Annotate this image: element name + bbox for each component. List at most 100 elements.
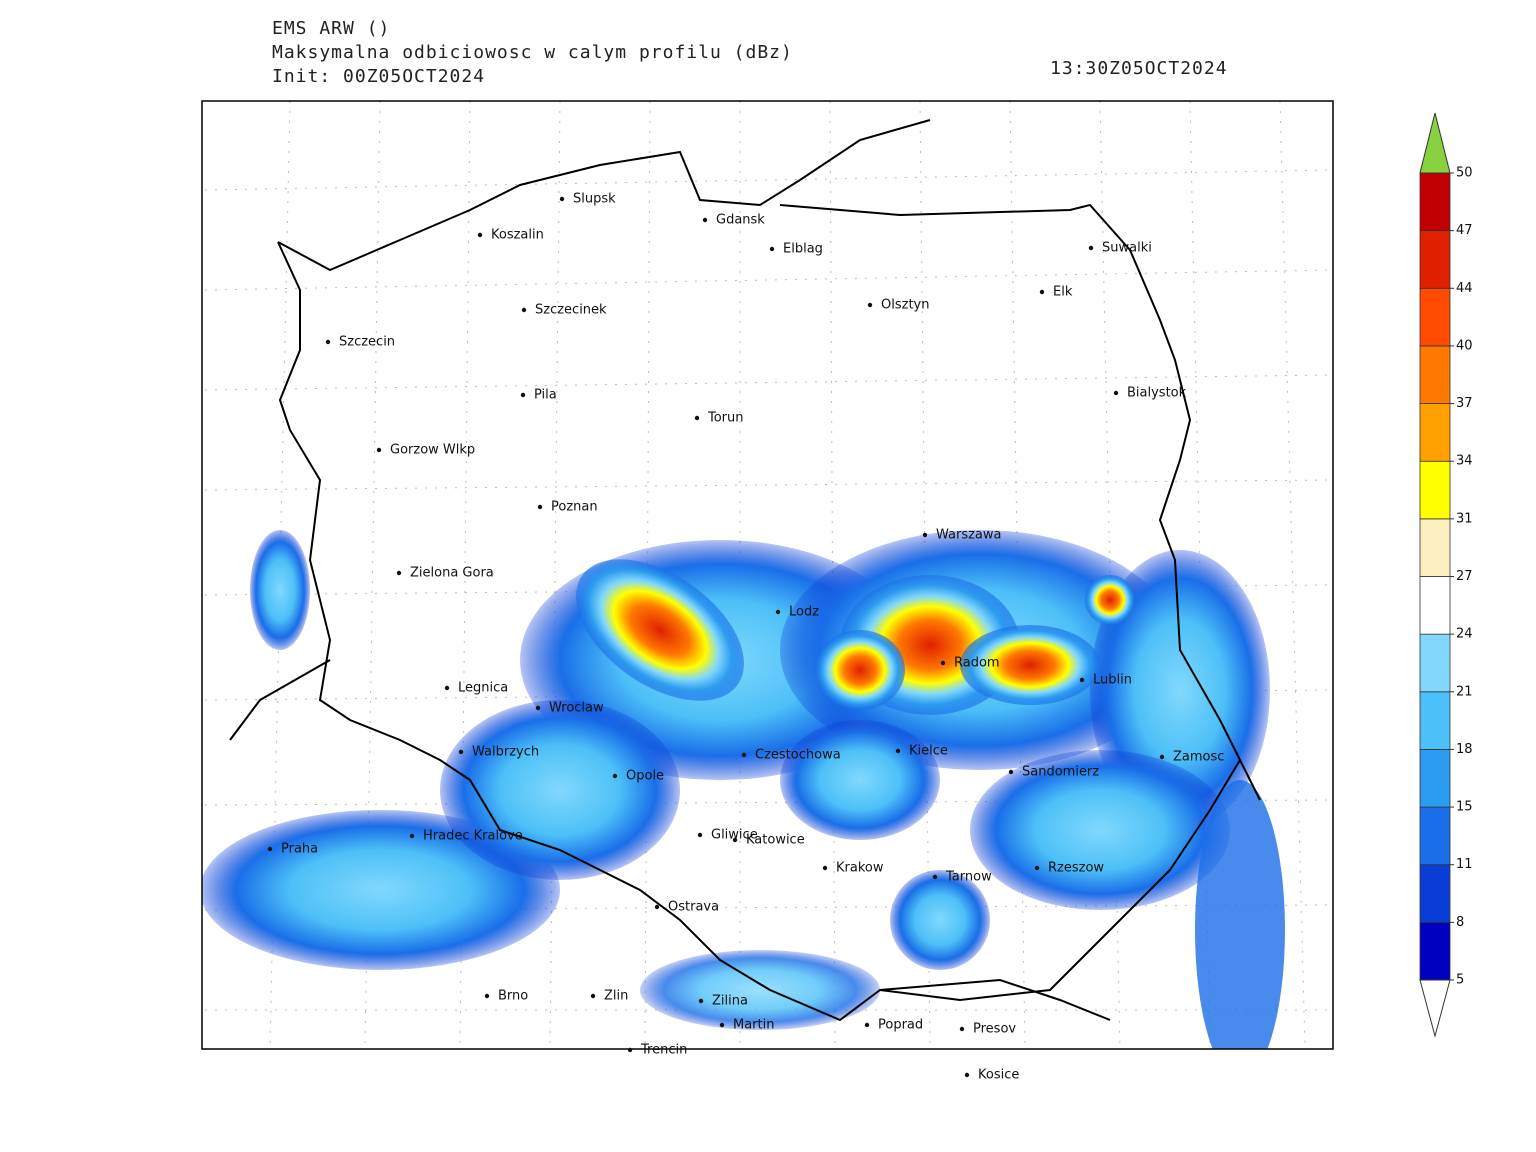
model-title: EMS ARW () — [272, 18, 390, 39]
valid-time: 13:30Z05OCT2024 — [1050, 58, 1228, 79]
city-label: Elk — [1053, 285, 1073, 300]
colorbar-label: 34 — [1456, 454, 1473, 469]
colorbar-label: 8 — [1456, 915, 1464, 930]
city-label: Zilina — [712, 994, 748, 1009]
city-label: Gdansk — [716, 213, 765, 228]
colorbar-label: 11 — [1456, 857, 1473, 872]
city-marker — [732, 837, 738, 843]
city-marker — [537, 504, 543, 510]
city-marker — [1079, 677, 1085, 683]
city-marker — [719, 1022, 725, 1028]
colorbar-label: 47 — [1456, 223, 1473, 238]
colorbar-label: 27 — [1456, 569, 1473, 584]
city-marker — [694, 415, 700, 421]
city-label: Wroclaw — [549, 701, 604, 716]
colorbar-segment — [1419, 287, 1451, 347]
city-marker — [1159, 754, 1165, 760]
city-label: Ostrava — [668, 900, 719, 915]
colorbar-under — [1419, 979, 1451, 1038]
colorbar-label: 37 — [1456, 396, 1473, 411]
colorbar-label: 21 — [1456, 684, 1473, 699]
city-label: Kosice — [978, 1068, 1019, 1083]
city-labels: Slupsk Gdansk Koszalin Elblag Suwalki Elk Szcz… — [267, 192, 1224, 1083]
city-label: Martin — [733, 1018, 774, 1033]
city-marker — [1113, 390, 1119, 396]
city-label: Trencin — [640, 1043, 687, 1058]
city-label: Poznan — [551, 500, 598, 515]
city-marker — [697, 832, 703, 838]
city-marker — [702, 217, 708, 223]
city-label: Warszawa — [936, 528, 1002, 543]
city-label: Hradec Kralove — [423, 829, 523, 844]
city-label: Kielce — [909, 744, 948, 759]
city-label: Walbrzych — [472, 745, 539, 760]
city-label: Sandomierz — [1022, 765, 1099, 780]
colorbar-segment — [1419, 806, 1451, 866]
city-marker — [376, 447, 382, 453]
city-label: Koszalin — [491, 228, 544, 243]
city-marker — [940, 660, 946, 666]
city-marker — [964, 1072, 970, 1078]
city-label: Katowice — [746, 833, 805, 848]
city-label: Suwalki — [1102, 241, 1152, 256]
city-marker — [1008, 769, 1014, 775]
city-label: Tarnow — [945, 870, 992, 885]
city-marker — [922, 532, 928, 538]
colorbar-segment — [1419, 691, 1451, 750]
colorbar-label: 40 — [1456, 338, 1473, 353]
city-label: Zlin — [604, 989, 628, 1004]
city-marker — [895, 748, 901, 754]
city-label: Gliwice — [711, 828, 758, 843]
city-marker — [775, 609, 781, 615]
map-frame — [201, 100, 1334, 1050]
map-area — [202, 101, 1331, 1049]
city-marker — [590, 993, 596, 999]
city-label: Opole — [626, 769, 664, 784]
city-marker — [654, 904, 660, 910]
city-label: Zamosc — [1173, 750, 1224, 765]
city-marker — [444, 685, 450, 691]
colorbar-segment — [1419, 864, 1451, 923]
colorbar-segment — [1419, 518, 1451, 577]
colorbar-label: 15 — [1456, 800, 1473, 815]
colorbar-label: 50 — [1456, 166, 1473, 181]
city-marker — [741, 752, 747, 758]
city-label: Torun — [707, 411, 744, 426]
colorbar: 5 8 11 15 18 21 24 27 31 34 37 40 44 47 50 — [1419, 112, 1473, 1038]
city-label: Zielona Gora — [410, 566, 494, 581]
reflectivity — [202, 530, 1285, 1049]
city-marker — [458, 749, 464, 755]
colorbar-segment — [1419, 172, 1451, 232]
city-label: Pila — [534, 388, 557, 403]
colorbar-segment — [1419, 921, 1451, 981]
colorbar-label: 18 — [1456, 742, 1473, 757]
colorbar-segment — [1419, 576, 1451, 635]
city-label: Lodz — [789, 605, 819, 620]
colorbar-label: 5 — [1456, 973, 1464, 988]
city-label: Radom — [954, 656, 1000, 671]
city-marker — [932, 874, 938, 880]
colorbar-segment — [1419, 749, 1451, 808]
city-marker — [521, 307, 527, 313]
city-label: Krakow — [836, 861, 884, 876]
city-marker — [559, 196, 565, 202]
city-label: Szczecin — [339, 335, 395, 350]
city-marker — [396, 570, 402, 576]
city-marker — [477, 232, 483, 238]
colorbar-segment — [1419, 403, 1451, 462]
city-marker — [627, 1047, 633, 1053]
city-label: Slupsk — [573, 192, 616, 207]
city-marker — [1039, 289, 1045, 295]
city-label: Legnica — [458, 681, 508, 696]
city-label: Olsztyn — [881, 298, 929, 313]
city-marker — [535, 705, 541, 711]
border — [229, 119, 1261, 1022]
city-label: Praha — [281, 842, 318, 857]
city-label: Rzeszow — [1048, 861, 1104, 876]
city-label: Szczecinek — [535, 303, 607, 318]
city-marker — [867, 302, 873, 308]
city-marker — [484, 993, 490, 999]
city-marker — [325, 339, 331, 345]
city-marker — [520, 392, 526, 398]
